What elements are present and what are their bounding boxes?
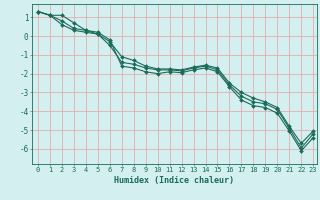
X-axis label: Humidex (Indice chaleur): Humidex (Indice chaleur) xyxy=(115,176,234,185)
